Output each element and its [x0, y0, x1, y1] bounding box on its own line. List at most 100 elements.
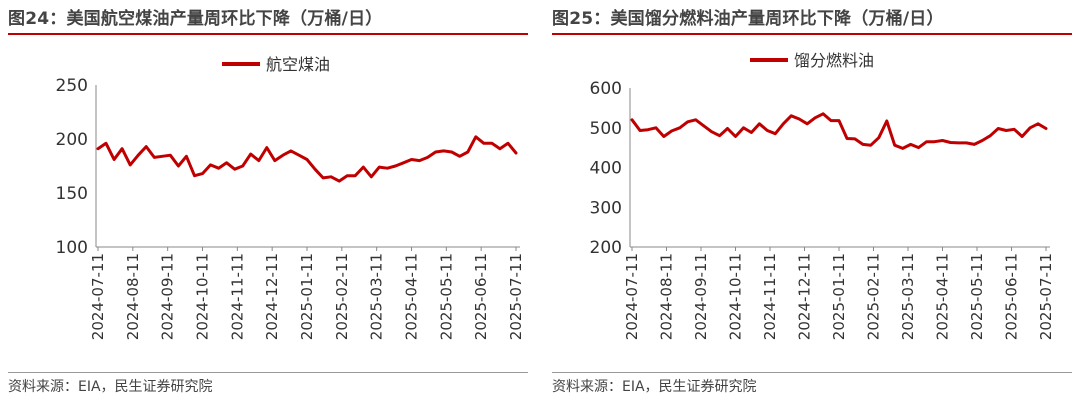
data-point — [402, 161, 405, 164]
data-point — [225, 161, 228, 164]
data-point — [281, 154, 285, 157]
data-point — [120, 147, 124, 150]
data-point — [806, 122, 809, 126]
data-point — [750, 131, 753, 134]
left-chart-panel: 图24：美国航空煤油产量周环比下降（万桶/日） 100 150 200 250 2024… — [8, 0, 528, 401]
distillate-fuel-line-chart: 200 300 400 500 600 2024-07-11 2024-08-11 2024-… — [590, 51, 1055, 340]
x-tick-label: 2024-12-11 — [263, 253, 281, 340]
data-point — [313, 168, 317, 171]
x-tick-label: 2025-05-11 — [437, 253, 455, 340]
data-point — [161, 155, 164, 158]
data-point — [630, 118, 634, 122]
data-point — [410, 158, 413, 161]
title-divider — [8, 33, 528, 35]
data-point — [321, 176, 325, 180]
data-point — [925, 140, 928, 143]
data-point — [1005, 129, 1008, 132]
data-point — [1036, 122, 1040, 126]
data-point — [997, 127, 1000, 130]
data-point — [273, 159, 276, 162]
data-point — [941, 139, 944, 142]
data-point — [1020, 135, 1024, 138]
x-tick-label: 2024-10-11 — [194, 253, 212, 340]
data-point — [498, 147, 502, 150]
y-tick-label: 500 — [590, 119, 622, 139]
x-tick-label: 2024-08-11 — [124, 253, 142, 340]
y-tick-label: 250 — [56, 76, 88, 96]
chart-title: 图25：美国馏分燃料油产量周环比下降（万桶/日） — [552, 9, 944, 29]
data-point — [466, 150, 469, 154]
data-point — [742, 126, 745, 129]
data-point — [201, 172, 204, 175]
data-point — [845, 137, 849, 140]
data-point — [506, 142, 510, 145]
data-point — [490, 142, 494, 145]
source-divider — [552, 372, 1072, 373]
jet-fuel-line-chart: 100 150 200 250 2024-07-11 2024-08-11 2024-09-… — [56, 55, 525, 340]
data-point — [853, 137, 857, 141]
data-point — [710, 130, 713, 133]
y-tick-label: 200 — [56, 130, 88, 150]
data-point — [965, 141, 968, 145]
data-point — [209, 163, 212, 167]
data-point — [354, 174, 357, 177]
data-point — [877, 136, 880, 139]
data-point — [338, 179, 341, 183]
data-point — [1044, 127, 1048, 130]
data-point — [734, 135, 737, 138]
data-point — [386, 167, 389, 170]
x-tick-label: 2024-09-11 — [159, 253, 177, 340]
x-tick-label: 2024-11-11 — [228, 253, 246, 340]
data-point — [813, 116, 817, 120]
data-point — [702, 124, 705, 128]
data-point — [329, 175, 333, 178]
x-tick-label: 2025-07-11 — [1037, 253, 1055, 340]
data-point — [104, 142, 108, 145]
data-point — [249, 152, 252, 156]
data-point — [869, 144, 872, 147]
data-point — [482, 142, 485, 145]
data-point — [949, 141, 952, 144]
data-point — [957, 141, 960, 145]
x-tick-label: 2025-04-11 — [934, 253, 952, 340]
data-point — [458, 155, 461, 158]
data-point — [169, 154, 172, 157]
data-point — [790, 114, 793, 118]
y-tick-label: 100 — [56, 238, 88, 258]
data-point — [426, 156, 429, 159]
data-point — [638, 129, 642, 132]
x-tick-label: 2025-02-11 — [865, 253, 883, 340]
x-tick-label: 2025-05-11 — [968, 253, 986, 340]
y-tick-label: 200 — [590, 238, 622, 258]
data-point — [686, 120, 689, 124]
x-tick-label: 2025-06-11 — [1003, 253, 1021, 340]
data-point — [1028, 126, 1032, 129]
data-point — [821, 112, 825, 116]
data-point — [233, 168, 236, 171]
data-point — [370, 175, 373, 178]
data-point — [257, 159, 260, 162]
data-point — [177, 164, 180, 168]
y-tick-label: 300 — [590, 198, 622, 218]
data-point — [394, 164, 397, 168]
data-point — [774, 132, 777, 135]
y-tick-label: 400 — [590, 159, 622, 179]
data-point — [1013, 128, 1016, 131]
data-point — [917, 146, 920, 149]
data-point — [885, 119, 888, 123]
data-point — [129, 163, 132, 167]
data-point — [662, 135, 665, 138]
data-point — [112, 158, 116, 161]
data-point — [153, 156, 156, 159]
y-tick-label: 600 — [590, 79, 622, 99]
x-tick-label: 2025-01-11 — [298, 253, 316, 340]
x-tick-label: 2024-10-11 — [727, 253, 745, 340]
data-point — [442, 149, 445, 153]
source-divider — [8, 372, 528, 373]
data-point — [901, 147, 904, 150]
x-tick-label: 2024-07-11 — [623, 253, 641, 340]
data-point — [346, 174, 349, 177]
data-point — [289, 149, 293, 153]
x-tick-label: 2024-09-11 — [692, 253, 710, 340]
data-point — [137, 154, 140, 157]
